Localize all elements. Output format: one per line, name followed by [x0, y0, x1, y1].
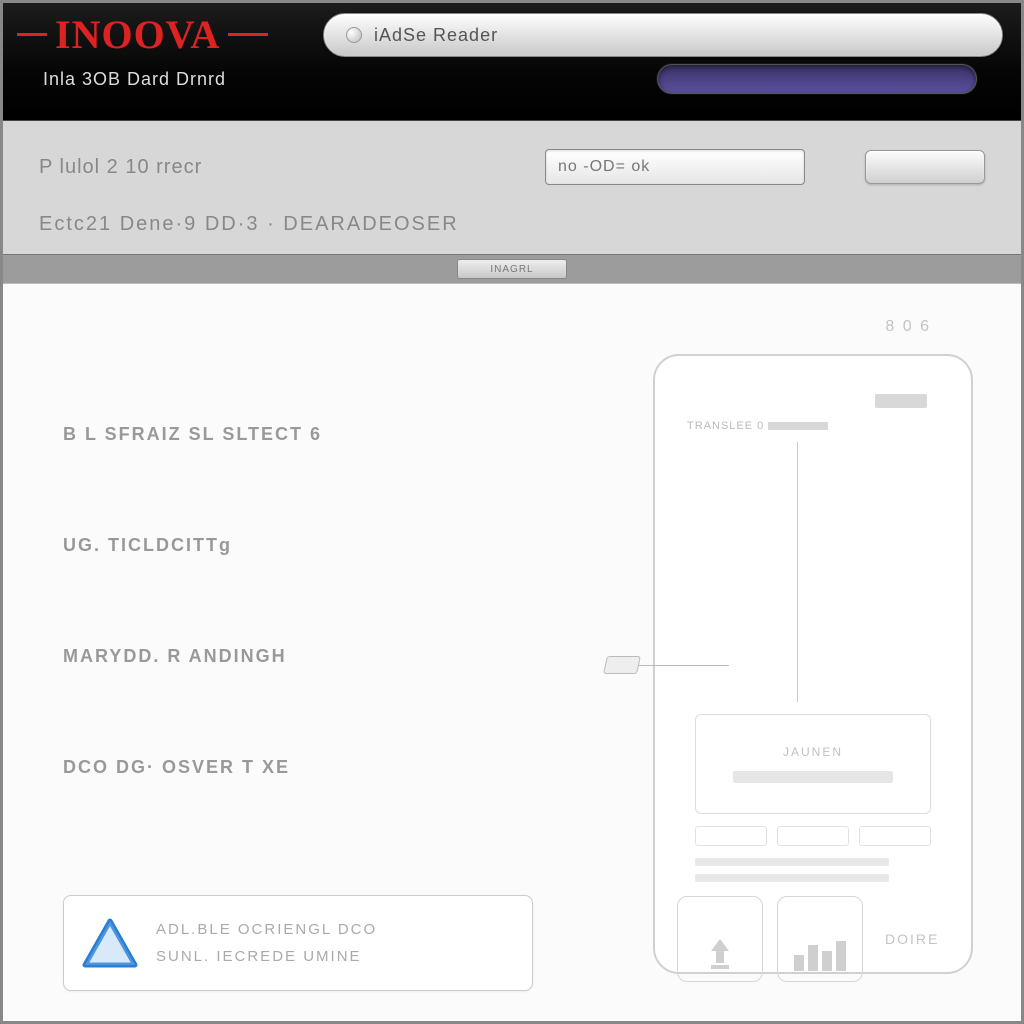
info-line-2: SUNL. IECREDE UMINE [156, 943, 377, 970]
upload-button[interactable] [677, 896, 763, 982]
progress-bar [657, 64, 977, 94]
device-bottom-row: DOIRE [677, 896, 949, 982]
info-line-1: ADL.BLE OCRIENGL DCO [156, 916, 377, 943]
row-cell[interactable] [859, 826, 931, 846]
section-item[interactable]: DCO DG· OSVER T XE [63, 757, 601, 778]
section-item[interactable]: UG. TICLDCITTg [63, 535, 601, 556]
pointer-line [639, 665, 729, 666]
device-notch [875, 394, 927, 408]
info-text: ADL.BLE OCRIENGL DCO SUNL. IECREDE UMINE [156, 916, 377, 970]
bar-chart-icon [794, 941, 846, 971]
sections-column: B L SFRAIZ SL SLTECT 6 UG. TICLDCITTg MA… [3, 284, 621, 1021]
device-guide-line [797, 442, 798, 702]
section-item[interactable]: MARYDD. R ANDINGH [63, 646, 601, 667]
device-frame: TRANSLEE 0 JAUNEN [653, 354, 973, 974]
logo-rule [228, 33, 268, 36]
pointer-callout [605, 656, 729, 674]
stats-button[interactable] [777, 896, 863, 982]
ok-button[interactable] [865, 150, 985, 184]
panel-label: JAUNEN [783, 745, 843, 759]
subtitle-row: Inla 3OB Dard Drnrd [3, 58, 1021, 94]
brand-logo: INOOVA [55, 11, 220, 58]
section-item[interactable]: B L SFRAIZ SL SLTECT 6 [63, 424, 601, 445]
warning-triangle-icon [82, 917, 138, 969]
row-cell[interactable] [777, 826, 849, 846]
subtitle-text: Inla 3OB Dard Drnrd [43, 69, 226, 90]
status-field[interactable]: no -OD= ok [545, 149, 805, 185]
header-bar: INOOVA iAdSe Reader Inla 3OB Dard Drnrd [3, 3, 1021, 121]
device-side-label: DOIRE [885, 931, 939, 947]
device-bar [695, 874, 889, 882]
input-row: P lulol 2 10 rrecr no -OD= ok [39, 149, 985, 185]
status-dot-icon [346, 27, 362, 43]
pointer-chip-icon [603, 656, 641, 674]
row-cell[interactable] [695, 826, 767, 846]
section-divider: INAGRL [3, 254, 1021, 284]
device-row [695, 826, 931, 846]
description-line: Ectc21 Dene·9 DD·3 · DEARADEOSER [39, 213, 985, 236]
upper-panel: P lulol 2 10 rrecr no -OD= ok Ectc21 Den… [3, 121, 1021, 254]
field-label: P lulol 2 10 rrecr [39, 156, 202, 179]
status-field-value: no -OD= ok [558, 158, 650, 176]
device-small-label: TRANSLEE 0 [687, 420, 828, 432]
device-panel[interactable]: JAUNEN [695, 714, 931, 814]
app-title: iAdSe Reader [374, 25, 498, 46]
panel-slot [733, 771, 893, 783]
title-pill: iAdSe Reader [323, 13, 1003, 57]
device-bar [695, 858, 889, 866]
device-preview: 8 0 6 TRANSLEE 0 JAUNEN [621, 284, 1021, 1021]
device-screen: TRANSLEE 0 JAUNEN [677, 386, 949, 942]
content-area: B L SFRAIZ SL SLTECT 6 UG. TICLDCITTg MA… [3, 284, 1021, 1021]
app-window: INOOVA iAdSe Reader Inla 3OB Dard Drnrd … [0, 0, 1024, 1024]
device-indicators: 8 0 6 [885, 318, 931, 336]
upload-icon [705, 937, 735, 971]
info-card: ADL.BLE OCRIENGL DCO SUNL. IECREDE UMINE [63, 895, 533, 991]
divider-badge[interactable]: INAGRL [457, 259, 567, 279]
logo-rule [17, 33, 47, 36]
